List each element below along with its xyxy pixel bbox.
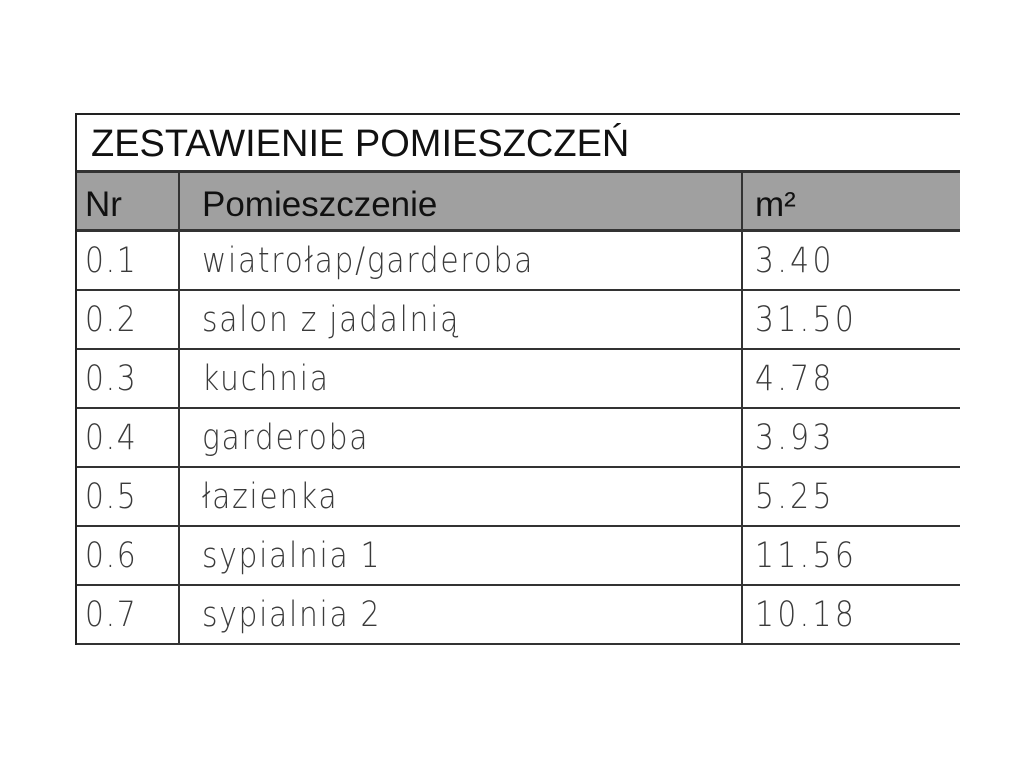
cell-area-text: 3.93 — [755, 417, 835, 458]
cell-nr: 0.7 — [77, 586, 180, 643]
cell-room-text: sypialnia 2 — [202, 594, 382, 635]
table-header-row: Nr Pomieszczenie m² — [77, 173, 960, 232]
table-row: 0.2 salon z jadalnią 31.50 — [77, 291, 960, 350]
cell-room: wiatrołap/garderoba — [180, 232, 743, 289]
cell-room: kuchnia — [180, 350, 743, 407]
cell-area: 4.78 — [743, 350, 960, 407]
room-schedule-table: ZESTAWIENIE POMIESZCZEŃ Nr Pomieszczenie… — [75, 113, 960, 645]
cell-nr: 0.1 — [77, 232, 180, 289]
table-row: 0.7 sypialnia 2 10.18 — [77, 586, 960, 645]
cell-area-text: 11.56 — [755, 535, 858, 576]
header-area: m² — [755, 185, 796, 224]
cell-area: 5.25 — [743, 468, 960, 525]
cell-area-text: 4.78 — [755, 358, 835, 399]
cell-area-text: 5.25 — [755, 476, 835, 517]
table-title: ZESTAWIENIE POMIESZCZEŃ — [77, 115, 960, 173]
cell-room: łazienka — [180, 468, 743, 525]
cell-area-text: 10.18 — [755, 594, 858, 635]
cell-nr-text: 0.2 — [85, 299, 138, 340]
cell-room: salon z jadalnią — [180, 291, 743, 348]
cell-nr-text: 0.7 — [85, 594, 138, 635]
cell-area: 3.40 — [743, 232, 960, 289]
cell-room: sypialnia 2 — [180, 586, 743, 643]
table-row: 0.5 łazienka 5.25 — [77, 468, 960, 527]
cell-nr-text: 0.1 — [85, 240, 138, 281]
cell-nr-text: 0.6 — [85, 535, 138, 576]
cell-room: sypialnia 1 — [180, 527, 743, 584]
cell-area: 31.50 — [743, 291, 960, 348]
cell-nr-text: 0.4 — [85, 417, 138, 458]
cell-nr: 0.4 — [77, 409, 180, 466]
cell-room-text: garderoba — [202, 417, 370, 458]
cell-area-text: 3.40 — [755, 240, 835, 281]
table-row: 0.3 kuchnia 4.78 — [77, 350, 960, 409]
cell-nr: 0.2 — [77, 291, 180, 348]
cell-room-text: kuchnia — [202, 358, 330, 399]
cell-area: 10.18 — [743, 586, 960, 643]
cell-nr-text: 0.3 — [85, 358, 138, 399]
cell-nr: 0.5 — [77, 468, 180, 525]
cell-nr: 0.3 — [77, 350, 180, 407]
cell-room-text: sypialnia 1 — [202, 535, 382, 576]
cell-room-text: wiatrołap/garderoba — [202, 240, 535, 281]
table-row: 0.6 sypialnia 1 11.56 — [77, 527, 960, 586]
header-room: Pomieszczenie — [180, 173, 743, 229]
cell-nr: 0.6 — [77, 527, 180, 584]
cell-nr-text: 0.5 — [85, 476, 138, 517]
cell-area-text: 31.50 — [755, 299, 858, 340]
cell-area: 11.56 — [743, 527, 960, 584]
cell-room-text: salon z jadalnią — [202, 299, 461, 340]
cell-room: garderoba — [180, 409, 743, 466]
header-nr: Nr — [77, 173, 180, 229]
table-row: 0.1 wiatrołap/garderoba 3.40 — [77, 232, 960, 291]
cell-area: 3.93 — [743, 409, 960, 466]
table-body: 0.1 wiatrołap/garderoba 3.40 0.2 salon z jad… — [77, 232, 960, 645]
table-row: 0.4 garderoba 3.93 — [77, 409, 960, 468]
cell-room-text: łazienka — [202, 476, 339, 517]
